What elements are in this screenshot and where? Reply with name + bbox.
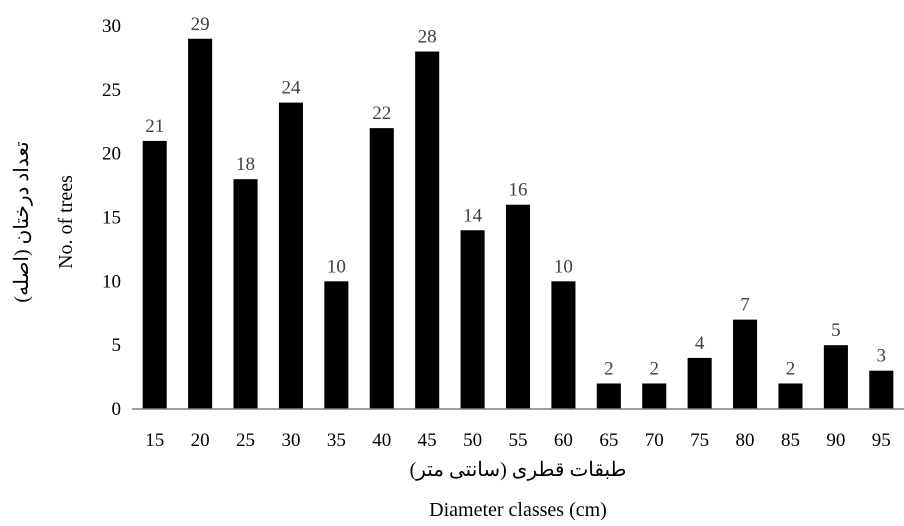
bar-15 (142, 140, 167, 409)
y-tick-label-5: 5 (112, 335, 122, 356)
bar-45 (415, 51, 440, 409)
y-tick-label-0: 0 (112, 399, 122, 420)
data-label-45: 28 (418, 27, 437, 48)
x-tick-label-15: 15 (145, 430, 164, 451)
bar-20 (188, 38, 213, 410)
bar-90 (823, 345, 848, 409)
x-tick-label-45: 45 (418, 430, 437, 451)
x-axis-title-en: Diameter classes (cm) (429, 499, 607, 521)
bars (142, 38, 894, 410)
data-label-25: 18 (236, 154, 255, 175)
x-axis-ticks: 15 20 25 30 35 40 45 50 55 60 65 70 75 80 85 90 95 (145, 430, 891, 451)
x-tick-label-95: 95 (872, 430, 891, 451)
y-tick-label-25: 25 (102, 80, 121, 101)
y-axis-title-en: No. of trees (55, 175, 77, 269)
x-tick-label-85: 85 (781, 430, 800, 451)
data-label-70: 2 (649, 358, 659, 379)
y-tick-label-30: 30 (102, 16, 121, 37)
data-label-80: 7 (740, 295, 750, 316)
x-tick-label-25: 25 (236, 430, 255, 451)
y-tick-label-15: 15 (102, 208, 121, 229)
x-axis-title-fa: طبقات قطری (سانتی متر) (410, 459, 627, 481)
x-tick-label-30: 30 (281, 430, 300, 451)
bar-35 (324, 281, 349, 409)
bar-25 (233, 179, 258, 409)
x-tick-label-90: 90 (826, 430, 845, 451)
data-label-55: 16 (509, 180, 528, 201)
data-label-40: 22 (372, 103, 391, 124)
x-tick-label-65: 65 (599, 430, 618, 451)
x-tick-label-35: 35 (327, 430, 346, 451)
data-label-60: 10 (554, 256, 573, 277)
bar-30 (278, 102, 303, 409)
bar-70 (642, 383, 667, 409)
x-tick-label-80: 80 (736, 430, 755, 451)
data-label-85: 2 (786, 358, 796, 379)
bar-80 (733, 319, 758, 409)
x-tick-label-40: 40 (372, 430, 391, 451)
y-tick-label-20: 20 (102, 144, 121, 165)
bar-40 (369, 128, 394, 409)
bar-95 (869, 370, 894, 409)
data-label-15: 21 (145, 116, 164, 137)
bar-85 (778, 383, 803, 409)
y-tick-label-10: 10 (102, 271, 121, 292)
x-tick-label-75: 75 (690, 430, 709, 451)
x-tick-label-70: 70 (645, 430, 664, 451)
data-label-30: 24 (281, 78, 301, 99)
data-label-95: 3 (877, 346, 887, 367)
data-label-65: 2 (604, 358, 614, 379)
data-label-20: 29 (191, 14, 210, 35)
x-tick-label-20: 20 (191, 430, 210, 451)
data-label-75: 4 (695, 333, 705, 354)
y-axis-ticks: 0 5 10 15 20 25 30 (102, 16, 121, 420)
bar-50 (460, 230, 485, 409)
bar-60 (551, 281, 576, 409)
y-axis-title-fa: تعداد درختان (اصله) (11, 141, 33, 302)
bar-75 (687, 357, 712, 409)
bar-65 (596, 383, 621, 409)
bar-55 (505, 204, 531, 409)
x-tick-label-55: 55 (509, 430, 528, 451)
data-label-35: 10 (327, 256, 346, 277)
x-tick-label-50: 50 (463, 430, 482, 451)
x-tick-label-60: 60 (554, 430, 573, 451)
data-label-90: 5 (831, 320, 841, 341)
data-label-50: 14 (463, 205, 483, 226)
